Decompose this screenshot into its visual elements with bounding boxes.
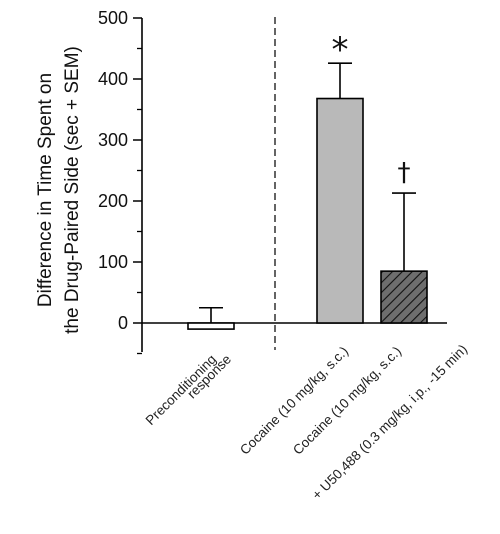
significance-marker-2: † xyxy=(398,158,411,188)
bar-0 xyxy=(187,322,235,330)
y-tick-label-100: 100 xyxy=(98,252,128,272)
y-tick-label-200: 200 xyxy=(98,191,128,211)
bar-2 xyxy=(380,270,428,324)
bar-1 xyxy=(316,97,364,324)
y-axis-title-line-1: Difference in Time Spent on xyxy=(35,73,56,307)
y-tick-label-500: 500 xyxy=(98,8,128,28)
y-tick-label-300: 300 xyxy=(98,130,128,150)
x-tick-label-1-0: Cocaine (10 mg/kg, s.c.) xyxy=(237,344,351,458)
bars: *† xyxy=(187,30,428,330)
y-tick-label-400: 400 xyxy=(98,69,128,89)
y-axis-title-line-2: the Drug-Paired Side (sec + SEM) xyxy=(62,46,83,334)
x-tick-label-2-0: Cocaine (10 mg/kg, s.c.) xyxy=(290,344,404,458)
y-axis-ticks: 0 100 200 300 400 500 xyxy=(98,8,142,355)
x-tick-label-0-0: Preconditioning xyxy=(143,352,219,428)
significance-marker-1: * xyxy=(332,30,349,70)
y-tick-label-0: 0 xyxy=(118,313,128,333)
